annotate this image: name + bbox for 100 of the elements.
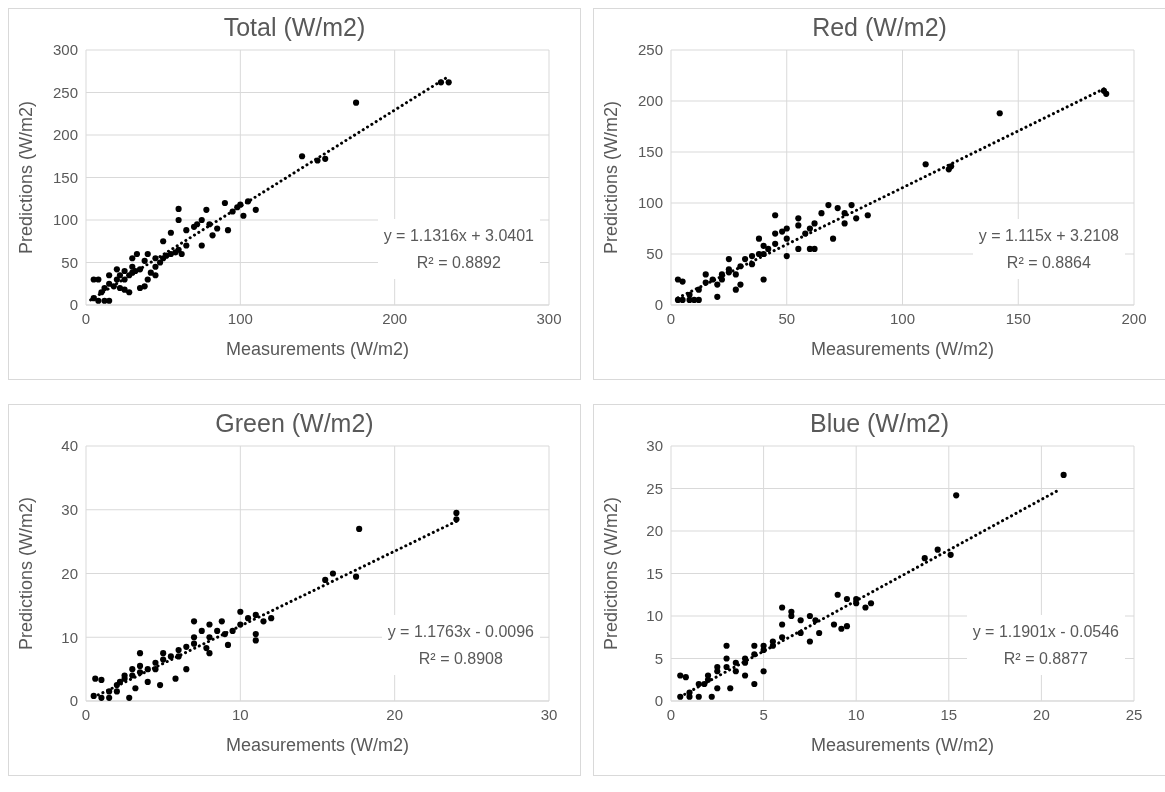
y-tick-label: 100	[52, 211, 78, 229]
y-axis-title: Predictions (W/m2)	[601, 496, 622, 651]
point	[224, 641, 232, 648]
y-tick-label: 10	[61, 628, 78, 646]
point	[723, 663, 730, 671]
point	[704, 672, 712, 679]
point	[830, 621, 838, 628]
annotation: R² = 0.8908	[417, 649, 504, 669]
x-tick-label: 300	[536, 309, 562, 327]
y-tick-label: 10	[646, 607, 663, 625]
point	[453, 509, 460, 517]
x-tick-label: 30	[540, 705, 558, 723]
y-tick-label: 100	[637, 194, 663, 212]
chart-title: Blue (W/m2)	[810, 409, 949, 437]
point	[329, 570, 337, 577]
x-tick-label: 50	[778, 309, 796, 327]
x-axis-title: Measurements (W/m2)	[810, 735, 995, 755]
point	[198, 627, 205, 634]
x-tick-label: 0	[666, 309, 676, 327]
annotation: y = 1.1763x - 0.0096	[387, 622, 534, 642]
point	[203, 645, 210, 652]
point	[132, 685, 139, 692]
point	[686, 689, 693, 696]
point	[806, 612, 813, 620]
x-tick-label: 0	[81, 705, 91, 723]
point	[252, 637, 259, 644]
point	[152, 659, 159, 666]
point	[760, 642, 767, 649]
x-tick-label: 5	[759, 705, 768, 723]
point	[695, 693, 702, 700]
point	[206, 650, 213, 657]
point	[98, 676, 105, 684]
point	[160, 650, 167, 657]
point	[190, 634, 198, 641]
point	[206, 634, 213, 641]
x-tick-label: 20	[1033, 705, 1050, 723]
point	[453, 516, 460, 523]
y-tick-label: 0	[69, 296, 78, 314]
y-tick-label: 300	[52, 41, 78, 59]
point	[779, 634, 786, 641]
y-tick-label: 15	[646, 564, 663, 582]
y-tick-label: 5	[654, 649, 663, 667]
chart-title: Green (W/m2)	[215, 409, 374, 437]
y-tick-label: 20	[61, 564, 78, 582]
y-tick-label: 50	[646, 245, 663, 263]
point	[695, 680, 702, 688]
point	[106, 688, 113, 695]
point	[244, 615, 252, 622]
y-tick-label: 200	[52, 126, 78, 144]
y-tick-label: 25	[646, 479, 663, 497]
point	[252, 630, 259, 638]
point	[126, 694, 133, 701]
point	[921, 555, 928, 562]
x-tick-label: 0	[81, 309, 91, 327]
point	[843, 623, 851, 630]
point	[129, 666, 136, 673]
point	[175, 653, 182, 660]
y-axis-title: Predictions (W/m2)	[16, 496, 37, 651]
point	[144, 678, 151, 685]
point	[843, 595, 851, 603]
point	[682, 674, 689, 681]
point	[934, 546, 941, 553]
point	[788, 608, 795, 615]
x-axis-title: Measurements (W/m2)	[225, 735, 410, 755]
point	[156, 681, 164, 689]
point	[190, 640, 198, 647]
point	[723, 642, 730, 649]
point	[853, 595, 860, 603]
point	[701, 680, 708, 688]
x-tick-label: 10	[231, 705, 249, 723]
point	[136, 650, 144, 657]
y-tick-label: 200	[637, 92, 663, 110]
point	[98, 694, 105, 701]
y-tick-label: 50	[61, 253, 78, 271]
point	[797, 629, 804, 637]
x-tick-label: 0	[666, 705, 676, 723]
point	[136, 669, 144, 676]
point	[218, 618, 225, 625]
chart-title: Red (W/m2)	[812, 13, 947, 41]
point	[90, 692, 97, 699]
point	[116, 678, 124, 685]
point	[723, 655, 730, 662]
point	[862, 604, 869, 611]
point	[152, 666, 159, 673]
point	[760, 668, 767, 675]
annotation: R² = 0.8892	[415, 253, 502, 273]
x-tick-label: 15	[940, 705, 958, 723]
y-tick-label: 30	[646, 437, 663, 455]
point	[816, 629, 823, 637]
point	[106, 694, 113, 701]
point	[214, 627, 221, 634]
point	[732, 659, 739, 666]
x-tick-label: 100	[889, 309, 916, 327]
point	[237, 621, 244, 628]
point	[352, 573, 360, 580]
point	[769, 638, 776, 645]
point	[732, 668, 739, 675]
point	[834, 591, 841, 598]
point	[727, 685, 734, 692]
y-tick-label: 0	[69, 692, 78, 710]
